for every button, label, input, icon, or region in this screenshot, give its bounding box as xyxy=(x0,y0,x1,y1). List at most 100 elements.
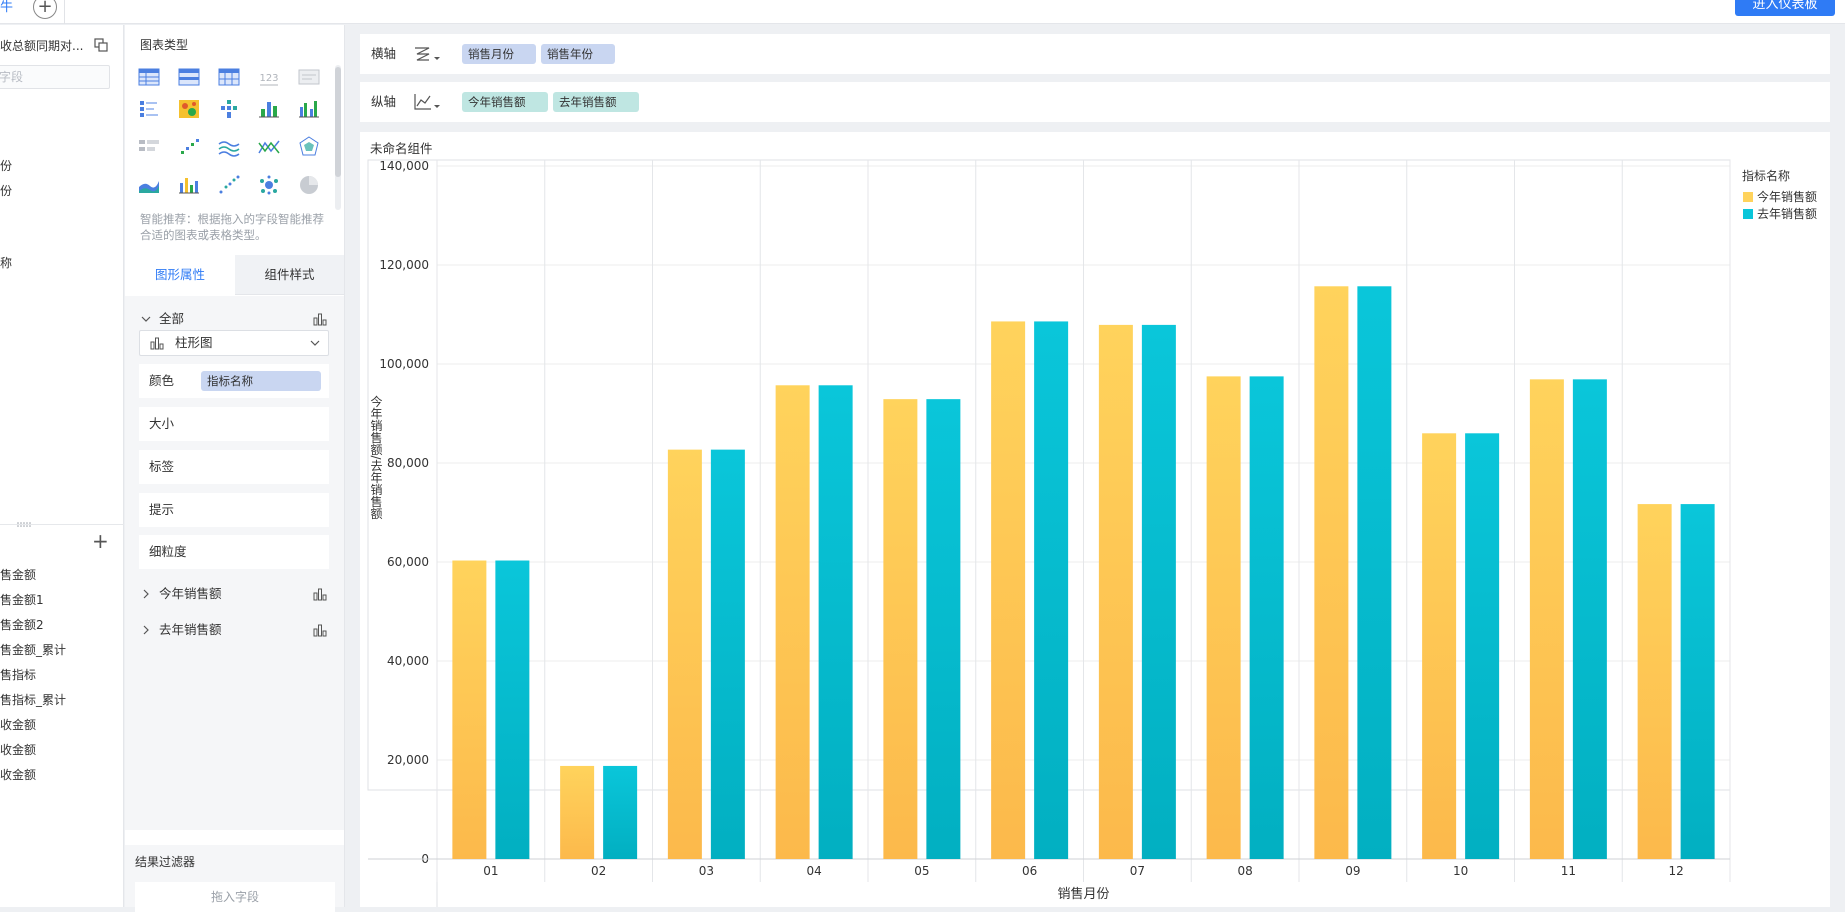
chevron-right-icon[interactable] xyxy=(141,625,151,635)
resize-grip-icon[interactable] xyxy=(17,522,31,527)
chevron-right-icon[interactable] xyxy=(141,589,151,599)
area-chart-icon[interactable] xyxy=(137,173,161,197)
bar-this-year[interactable] xyxy=(1422,433,1457,859)
tooltip-row[interactable]: 提示 xyxy=(139,493,329,527)
field-search-input[interactable]: 字段 xyxy=(0,65,110,89)
bar-last-year[interactable] xyxy=(1572,379,1607,859)
chevron-down-icon xyxy=(310,340,320,346)
chevron-down-icon[interactable] xyxy=(141,314,151,324)
bubble-icon[interactable] xyxy=(257,173,281,197)
combo-bar-icon[interactable] xyxy=(177,173,201,197)
legend-swatch-last-year[interactable] xyxy=(1743,209,1753,219)
line-axis-icon[interactable] xyxy=(412,92,442,112)
bar-last-year[interactable] xyxy=(1680,504,1715,859)
scatter-step-icon[interactable] xyxy=(177,135,201,159)
y-field-pill[interactable]: 今年销售额 xyxy=(462,92,548,112)
y-field-pill[interactable]: 去年销售额 xyxy=(553,92,639,112)
chart-component[interactable]: 未命名组件 0 20,000 40,000 60,000 80,000 100,000 12… xyxy=(360,132,1830,907)
granularity-row[interactable]: 细粒度 xyxy=(139,535,329,569)
enter-dashboard-button[interactable]: 进入仪表板 xyxy=(1735,0,1835,16)
legend-swatch-this-year[interactable] xyxy=(1743,192,1753,202)
all-series-row[interactable]: 全部 xyxy=(139,308,329,330)
bar-this-year[interactable] xyxy=(1529,379,1564,859)
bar-this-year[interactable] xyxy=(991,321,1026,859)
switch-dataset-icon[interactable] xyxy=(94,38,108,52)
type-panel-scroll-thumb[interactable] xyxy=(335,67,341,177)
cross-line-icon[interactable] xyxy=(257,135,281,159)
legend-label[interactable]: 今年销售额 xyxy=(1757,189,1817,204)
bar-this-year[interactable] xyxy=(1098,324,1133,859)
group-table-icon[interactable] xyxy=(177,65,201,89)
funnel-icon[interactable] xyxy=(137,135,161,159)
bar-this-year[interactable] xyxy=(667,449,702,859)
bar-last-year[interactable] xyxy=(1141,324,1176,859)
bar-type-icon[interactable] xyxy=(313,587,327,601)
bar-this-year[interactable] xyxy=(1206,376,1241,859)
chart-table-icon[interactable] xyxy=(137,97,161,121)
label-row[interactable]: 标签 xyxy=(139,450,329,484)
detail-table-icon[interactable] xyxy=(137,65,161,89)
tab-fragment[interactable]: 牛 xyxy=(0,0,14,15)
text-table-icon[interactable] xyxy=(297,65,321,89)
series-row-last-year[interactable]: 去年销售额 xyxy=(139,619,329,641)
pie-chart-icon[interactable] xyxy=(297,173,321,197)
x-field-pill[interactable]: 销售年份 xyxy=(541,44,615,64)
bar-this-year[interactable] xyxy=(560,765,595,859)
dimension-item[interactable]: 称 xyxy=(0,256,13,270)
tab-component-style[interactable]: 组件样式 xyxy=(264,267,315,282)
dimension-item[interactable]: 份 xyxy=(0,159,13,173)
heatmap-icon[interactable] xyxy=(177,97,201,121)
bar-this-year[interactable] xyxy=(452,560,487,859)
x-tick-label: 07 xyxy=(1130,864,1145,878)
multi-bar-chart-icon[interactable] xyxy=(297,97,321,121)
size-row[interactable]: 大小 xyxy=(139,407,329,441)
measure-item[interactable]: 售金额_累计 xyxy=(0,643,67,657)
measure-item[interactable]: 售金额1 xyxy=(0,593,44,607)
dimension-item[interactable]: 份 xyxy=(0,184,13,198)
x-tick-label: 02 xyxy=(591,864,606,878)
kpi-card-icon[interactable]: 123 xyxy=(257,65,281,89)
scatter-icon[interactable] xyxy=(217,173,241,197)
dataset-title[interactable]: 收总额同期对... xyxy=(0,39,84,53)
stacked-dot-icon[interactable] xyxy=(217,97,241,121)
bar-type-icon[interactable] xyxy=(313,312,327,326)
cross-table-icon[interactable] xyxy=(217,65,241,89)
measure-item[interactable]: 收金额 xyxy=(0,718,37,732)
tab-shape-properties[interactable]: 图形属性 xyxy=(125,255,235,295)
bar-last-year[interactable] xyxy=(1357,286,1392,859)
bar-last-year[interactable] xyxy=(1034,321,1069,859)
chart-type-select[interactable]: 柱形图 xyxy=(139,330,329,356)
color-row[interactable]: 颜色 指标名称 xyxy=(139,364,329,398)
filter-drop-zone[interactable]: 拖入字段 xyxy=(135,882,335,912)
add-tab-button[interactable]: + xyxy=(33,0,57,19)
series-row-this-year[interactable]: 今年销售额 xyxy=(139,583,329,605)
bar-last-year[interactable] xyxy=(1249,376,1284,859)
bar-last-year[interactable] xyxy=(926,399,961,859)
bar-last-year[interactable] xyxy=(1465,433,1500,859)
color-field-pill[interactable]: 指标名称 xyxy=(201,371,321,391)
bar-this-year[interactable] xyxy=(1637,504,1672,859)
bar-last-year[interactable] xyxy=(818,385,853,859)
measure-item[interactable]: 售指标 xyxy=(0,668,37,682)
add-field-button[interactable]: + xyxy=(92,529,109,553)
component-title[interactable]: 未命名组件 xyxy=(370,141,433,156)
bar-type-icon[interactable] xyxy=(313,623,327,637)
bar-last-year[interactable] xyxy=(603,765,638,859)
line-chart-icon[interactable] xyxy=(217,135,241,159)
bar-last-year[interactable] xyxy=(495,560,530,859)
measure-item[interactable]: 收金额 xyxy=(0,743,37,757)
bar-last-year[interactable] xyxy=(710,449,745,859)
legend-label[interactable]: 去年销售额 xyxy=(1757,206,1817,221)
bar-this-year[interactable] xyxy=(883,399,918,859)
measure-item[interactable]: 收金额 xyxy=(0,768,37,782)
bar-this-year[interactable] xyxy=(1314,286,1349,859)
measure-item[interactable]: 售指标_累计 xyxy=(0,693,67,707)
bar-chart-icon[interactable] xyxy=(257,97,281,121)
x-axis-shelf: 横轴 销售月份 销售年份 xyxy=(360,34,1830,74)
wave-axis-icon[interactable] xyxy=(412,44,442,64)
radar-icon[interactable] xyxy=(297,135,321,159)
x-field-pill[interactable]: 销售月份 xyxy=(462,44,536,64)
bar-this-year[interactable] xyxy=(775,385,810,859)
measure-item[interactable]: 售金额2 xyxy=(0,618,44,632)
measure-item[interactable]: 售金额 xyxy=(0,568,37,582)
